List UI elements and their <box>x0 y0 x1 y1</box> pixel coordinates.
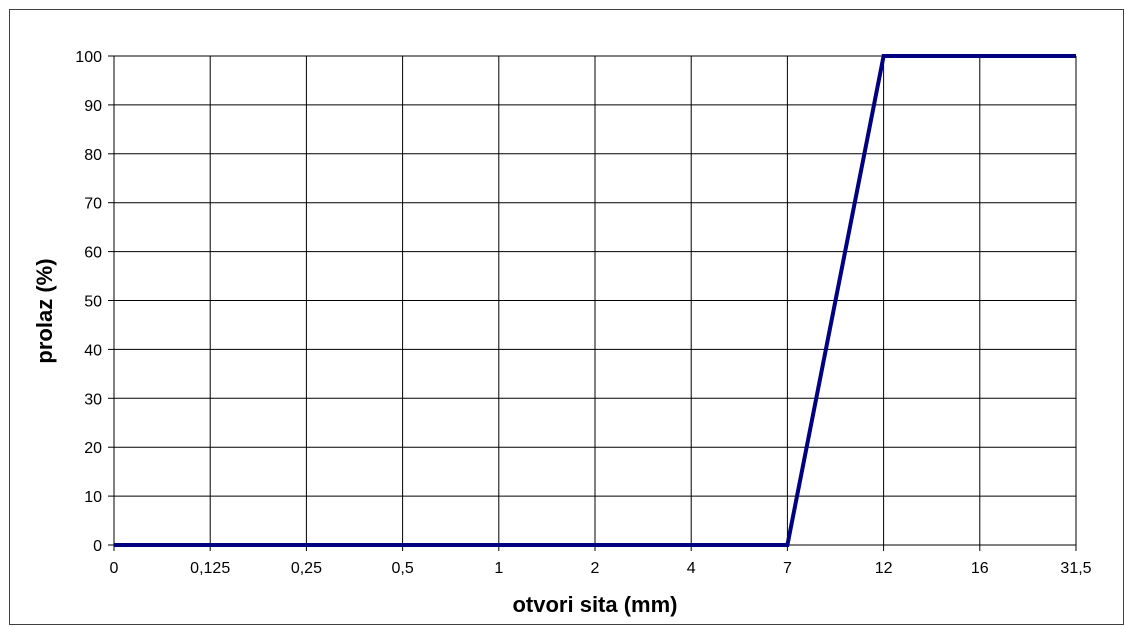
x-tick-label: 0 <box>110 560 119 577</box>
y-tick-label: 90 <box>84 98 102 115</box>
x-tick-label: 4 <box>687 560 696 577</box>
y-tick-label: 30 <box>84 391 102 408</box>
y-tick-label: 40 <box>84 342 102 359</box>
x-tick-label: 31,5 <box>1060 560 1091 577</box>
x-tick-label: 7 <box>783 560 792 577</box>
y-tick-label: 50 <box>84 294 102 311</box>
grid-lines <box>113 55 1077 546</box>
x-tick-label: 0,125 <box>190 560 230 577</box>
x-axis-title: otvori sita (mm) <box>512 592 677 617</box>
y-tick-label: 20 <box>84 440 102 457</box>
x-tick-label: 0,25 <box>291 560 322 577</box>
y-tick-label: 80 <box>84 147 102 164</box>
series-layer <box>113 54 1077 547</box>
y-tick-labels: 0 10 20 30 40 50 60 70 80 90 100 <box>75 49 102 555</box>
y-tick-label: 60 <box>84 245 102 262</box>
y-tick-label: 70 <box>84 196 102 213</box>
y-tick-label: 0 <box>93 538 102 555</box>
y-tick-label: 100 <box>75 49 102 66</box>
x-tick-label: 1 <box>494 560 503 577</box>
x-tick-label: 12 <box>875 560 893 577</box>
y-axis-title: prolaz (%) <box>32 258 57 363</box>
y-tick-label: 10 <box>84 489 102 506</box>
x-tick-label: 2 <box>591 560 600 577</box>
x-tick-label: 0,5 <box>391 560 413 577</box>
x-tick-label: 16 <box>971 560 989 577</box>
x-tick-labels: 0 0,125 0,25 0,5 1 2 4 7 12 16 31,5 <box>110 560 1092 577</box>
